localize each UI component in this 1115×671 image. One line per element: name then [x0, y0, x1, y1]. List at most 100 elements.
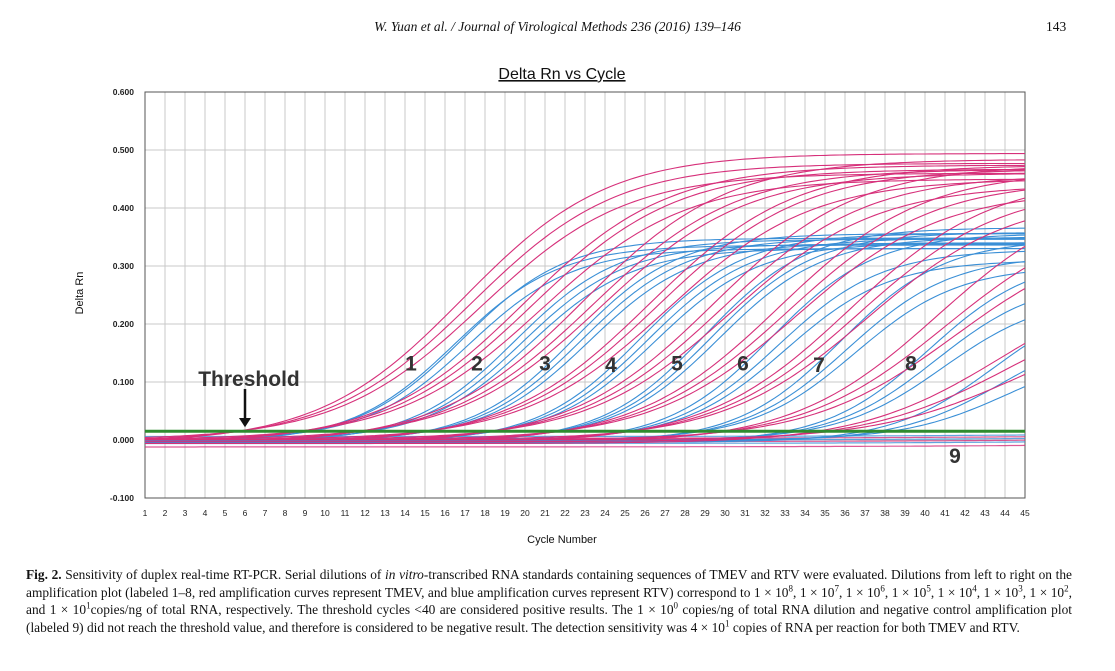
amplification-curves — [144, 153, 1026, 448]
caption-dil8: 1 × 10 — [49, 602, 87, 618]
threshold-arrow — [239, 388, 251, 428]
x-tick-label: 44 — [1000, 508, 1010, 518]
x-tick-label: 24 — [600, 508, 610, 518]
y-tick-label: -0.100 — [110, 493, 134, 503]
caption-dil7: 1 × 10 — [1029, 584, 1065, 600]
y-tick-label: 0.300 — [113, 261, 135, 271]
rtv-curve — [145, 345, 1026, 443]
caption-dil0: 1 × 10 — [637, 602, 674, 618]
caption-sens-exp: 1 — [724, 618, 730, 629]
y-tick-label: 0.200 — [113, 319, 135, 329]
x-axis-ticks: 1 2 3 4 5 6 7 8 9 10 11 12 13 14 15 16 17 18 19 20 21 22 23 24 2… — [143, 508, 1030, 518]
tmev-curve — [145, 342, 1026, 445]
dilution-label: 4 — [605, 354, 617, 377]
tmev-curve — [145, 373, 1026, 441]
page-number: 143 — [1046, 19, 1067, 34]
dilution-label: 6 — [737, 352, 749, 375]
caption-dil2: 1 × 10 — [799, 584, 835, 600]
x-tick-label: 14 — [400, 508, 410, 518]
x-tick-label: 27 — [660, 508, 670, 518]
x-tick-label: 17 — [460, 508, 470, 518]
caption-fig-label: Fig. 2. — [26, 567, 62, 582]
x-tick-label: 33 — [780, 508, 790, 518]
threshold-arrow-head — [239, 417, 251, 428]
tmev-curve — [145, 180, 1026, 441]
dilution-label: 2 — [471, 352, 483, 375]
figure-caption: Fig. 2. Sensitivity of duplex real-time … — [26, 567, 1072, 635]
x-tick-label: 4 — [203, 508, 208, 518]
x-tick-label: 10 — [320, 508, 330, 518]
caption-dil3: 1 × 10 — [845, 584, 881, 600]
caption-dil2-exp: 7 — [834, 583, 839, 594]
threshold-label: Threshold — [198, 368, 300, 391]
x-tick-label: 2 — [163, 508, 168, 518]
x-tick-label: 45 — [1020, 508, 1030, 518]
caption-italic: in vitro — [385, 567, 424, 582]
tmev-curve — [144, 153, 1025, 441]
x-tick-label: 30 — [720, 508, 730, 518]
caption-dil6: 1 × 10 — [983, 584, 1019, 600]
y-axis-ticks: -0.100 0.000 0.100 0.200 0.300 0.400 0.500 0.60… — [110, 87, 134, 503]
y-axis-label: Delta Rn — [74, 272, 86, 315]
x-tick-label: 8 — [283, 508, 288, 518]
x-tick-label: 6 — [243, 508, 248, 518]
negative-curve — [145, 444, 1026, 448]
caption-dil3-exp: 6 — [880, 583, 885, 594]
x-axis-label: Cycle Number — [527, 534, 597, 546]
x-tick-label: 3 — [183, 508, 188, 518]
caption-text-1: Sensitivity of duplex real-time RT-PCR. … — [65, 567, 382, 582]
x-tick-label: 42 — [960, 508, 970, 518]
dilution-label: 3 — [539, 352, 551, 375]
x-tick-label: 29 — [700, 508, 710, 518]
tmev-curve — [145, 173, 1026, 441]
negative-label: 9 — [949, 445, 961, 468]
x-tick-label: 43 — [980, 508, 990, 518]
x-tick-label: 32 — [760, 508, 770, 518]
tmev-curve — [145, 359, 1026, 443]
x-tick-label: 23 — [580, 508, 590, 518]
dilution-label: 8 — [905, 352, 917, 375]
y-tick-label: 0.400 — [113, 203, 135, 213]
x-tick-label: 21 — [540, 508, 550, 518]
x-tick-label: 25 — [620, 508, 630, 518]
running-head: W. Yuan et al. / Journal of Virological … — [374, 19, 741, 34]
x-tick-label: 11 — [341, 508, 350, 518]
x-tick-label: 13 — [380, 508, 390, 518]
y-tick-label: 0.600 — [113, 87, 135, 97]
tmev-curve — [145, 169, 1026, 442]
caption-dil5-exp: 4 — [972, 583, 977, 594]
x-tick-label: 36 — [840, 508, 850, 518]
x-tick-label: 12 — [360, 508, 370, 518]
caption-text-3: copies/ng of total RNA, respectively. Th… — [90, 602, 633, 618]
x-tick-label: 9 — [303, 508, 308, 518]
x-tick-label: 35 — [820, 508, 830, 518]
x-tick-label: 5 — [223, 508, 228, 518]
x-tick-label: 37 — [860, 508, 870, 518]
y-tick-label: 0.100 — [113, 377, 135, 387]
caption-dil5: 1 × 10 — [937, 584, 973, 600]
y-tick-label: 0.500 — [113, 145, 135, 155]
dilution-labels: 1 2 3 4 5 6 7 8 9 — [405, 352, 961, 468]
caption-text-2: -transcribed RNA standards containing se… — [26, 567, 1072, 600]
x-tick-label: 34 — [800, 508, 810, 518]
caption-sens: 4 × 10 — [690, 619, 725, 635]
caption-dil6-exp: 3 — [1018, 583, 1023, 594]
caption-text-4: copies/ng of total RNA dilution and nega… — [26, 602, 1072, 635]
dilution-label: 5 — [671, 352, 683, 375]
caption-dil8-exp: 1 — [86, 600, 91, 611]
x-tick-label: 1 — [143, 508, 148, 518]
dilution-label: 7 — [813, 354, 825, 377]
x-tick-label: 20 — [520, 508, 530, 518]
amplification-plot: Delta Rn vs Cycle -0.100 0.000 0.100 0.200 0… — [74, 66, 1030, 546]
caption-dil1-exp: 8 — [788, 583, 794, 594]
x-tick-label: 15 — [420, 508, 430, 518]
x-tick-label: 26 — [640, 508, 650, 518]
caption-dil4-exp: 5 — [926, 583, 931, 594]
caption-dil1: 1 × 10 — [753, 584, 789, 600]
y-tick-label: 0.000 — [113, 435, 135, 445]
dilution-label: 1 — [405, 352, 417, 375]
x-tick-label: 31 — [740, 508, 750, 518]
caption-dil0-exp: 0 — [673, 600, 679, 611]
caption-dil4: 1 × 10 — [891, 584, 927, 600]
x-tick-label: 19 — [500, 508, 510, 518]
